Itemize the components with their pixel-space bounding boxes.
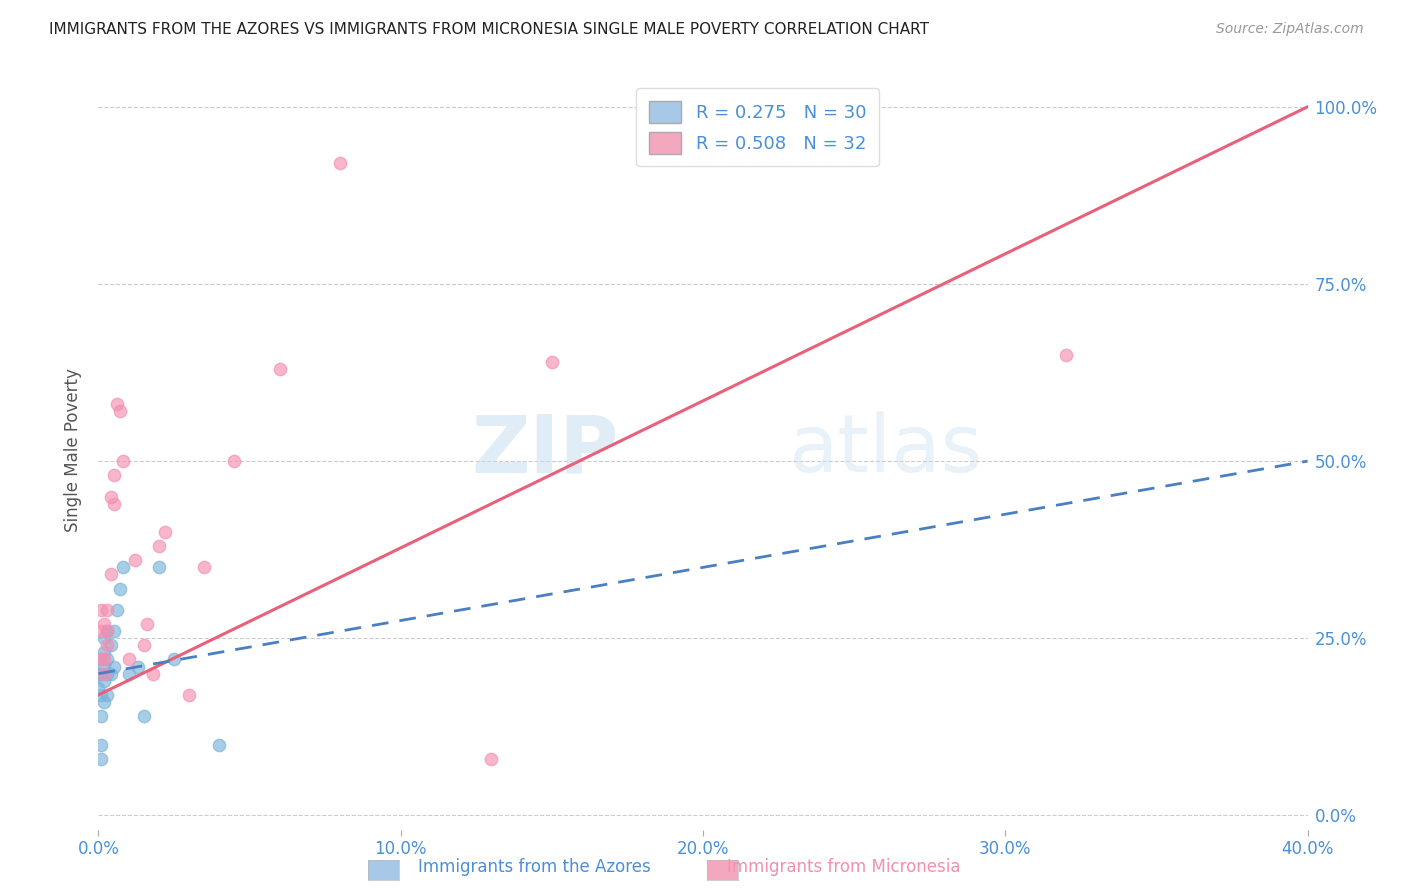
Point	[329, 156, 352, 170]
Point	[96, 624, 118, 639]
Point	[103, 624, 125, 639]
Point	[108, 404, 131, 418]
Point	[100, 638, 122, 652]
Point	[87, 666, 110, 681]
Point	[269, 362, 291, 376]
Point	[100, 666, 122, 681]
Point	[1054, 348, 1077, 362]
Point	[93, 695, 115, 709]
Point	[96, 624, 118, 639]
Point	[148, 560, 170, 574]
Point	[96, 652, 118, 666]
Point	[90, 738, 112, 752]
Point	[90, 624, 112, 639]
Point	[224, 454, 246, 468]
Point	[105, 603, 128, 617]
Point	[148, 539, 170, 553]
Point	[193, 560, 215, 574]
Point	[93, 673, 115, 688]
Point	[87, 681, 110, 695]
Point	[90, 709, 112, 723]
Y-axis label: Single Male Poverty: Single Male Poverty	[65, 368, 83, 533]
Point	[93, 632, 115, 646]
Point	[93, 652, 115, 666]
Point	[142, 666, 165, 681]
Text: Immigrants from the Azores: Immigrants from the Azores	[418, 858, 651, 876]
Point	[135, 617, 157, 632]
Point	[153, 524, 176, 539]
Text: Source: ZipAtlas.com: Source: ZipAtlas.com	[1216, 22, 1364, 37]
Point	[96, 688, 118, 702]
Point	[105, 397, 128, 411]
Point	[118, 652, 141, 666]
Legend: R = 0.275   N = 30, R = 0.508   N = 32: R = 0.275 N = 30, R = 0.508 N = 32	[636, 88, 879, 166]
Point	[93, 659, 115, 673]
Point	[90, 652, 112, 666]
Point	[100, 490, 122, 504]
Point	[90, 652, 112, 666]
Point	[124, 553, 146, 567]
Point	[100, 567, 122, 582]
Point	[132, 638, 155, 652]
Point	[118, 666, 141, 681]
Point	[103, 497, 125, 511]
Point	[93, 645, 115, 659]
Point	[93, 617, 115, 632]
Point	[111, 560, 134, 574]
Text: ZIP: ZIP	[471, 411, 619, 490]
Point	[723, 128, 745, 142]
Point	[96, 666, 118, 681]
Point	[90, 752, 112, 766]
Point	[96, 603, 118, 617]
Point	[163, 652, 186, 666]
Point	[111, 454, 134, 468]
Point	[208, 738, 231, 752]
Point	[90, 688, 112, 702]
Point	[93, 666, 115, 681]
Point	[90, 603, 112, 617]
Text: IMMIGRANTS FROM THE AZORES VS IMMIGRANTS FROM MICRONESIA SINGLE MALE POVERTY COR: IMMIGRANTS FROM THE AZORES VS IMMIGRANTS…	[49, 22, 929, 37]
Point	[103, 659, 125, 673]
Point	[127, 659, 149, 673]
Point	[481, 752, 503, 766]
Point	[90, 666, 112, 681]
Point	[96, 638, 118, 652]
Point	[179, 688, 201, 702]
Point	[103, 468, 125, 483]
Text: atlas: atlas	[787, 411, 981, 490]
Text: Immigrants from Micronesia: Immigrants from Micronesia	[727, 858, 960, 876]
Point	[108, 582, 131, 596]
Point	[540, 355, 562, 369]
Point	[132, 709, 155, 723]
